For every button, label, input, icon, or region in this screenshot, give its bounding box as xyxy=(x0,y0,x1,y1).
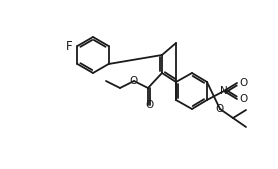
Text: F: F xyxy=(66,40,73,53)
Text: O: O xyxy=(216,104,224,114)
Text: O: O xyxy=(239,94,247,104)
Text: O: O xyxy=(146,100,154,110)
Text: O: O xyxy=(239,78,247,88)
Text: O: O xyxy=(130,76,138,86)
Text: N: N xyxy=(220,86,228,96)
